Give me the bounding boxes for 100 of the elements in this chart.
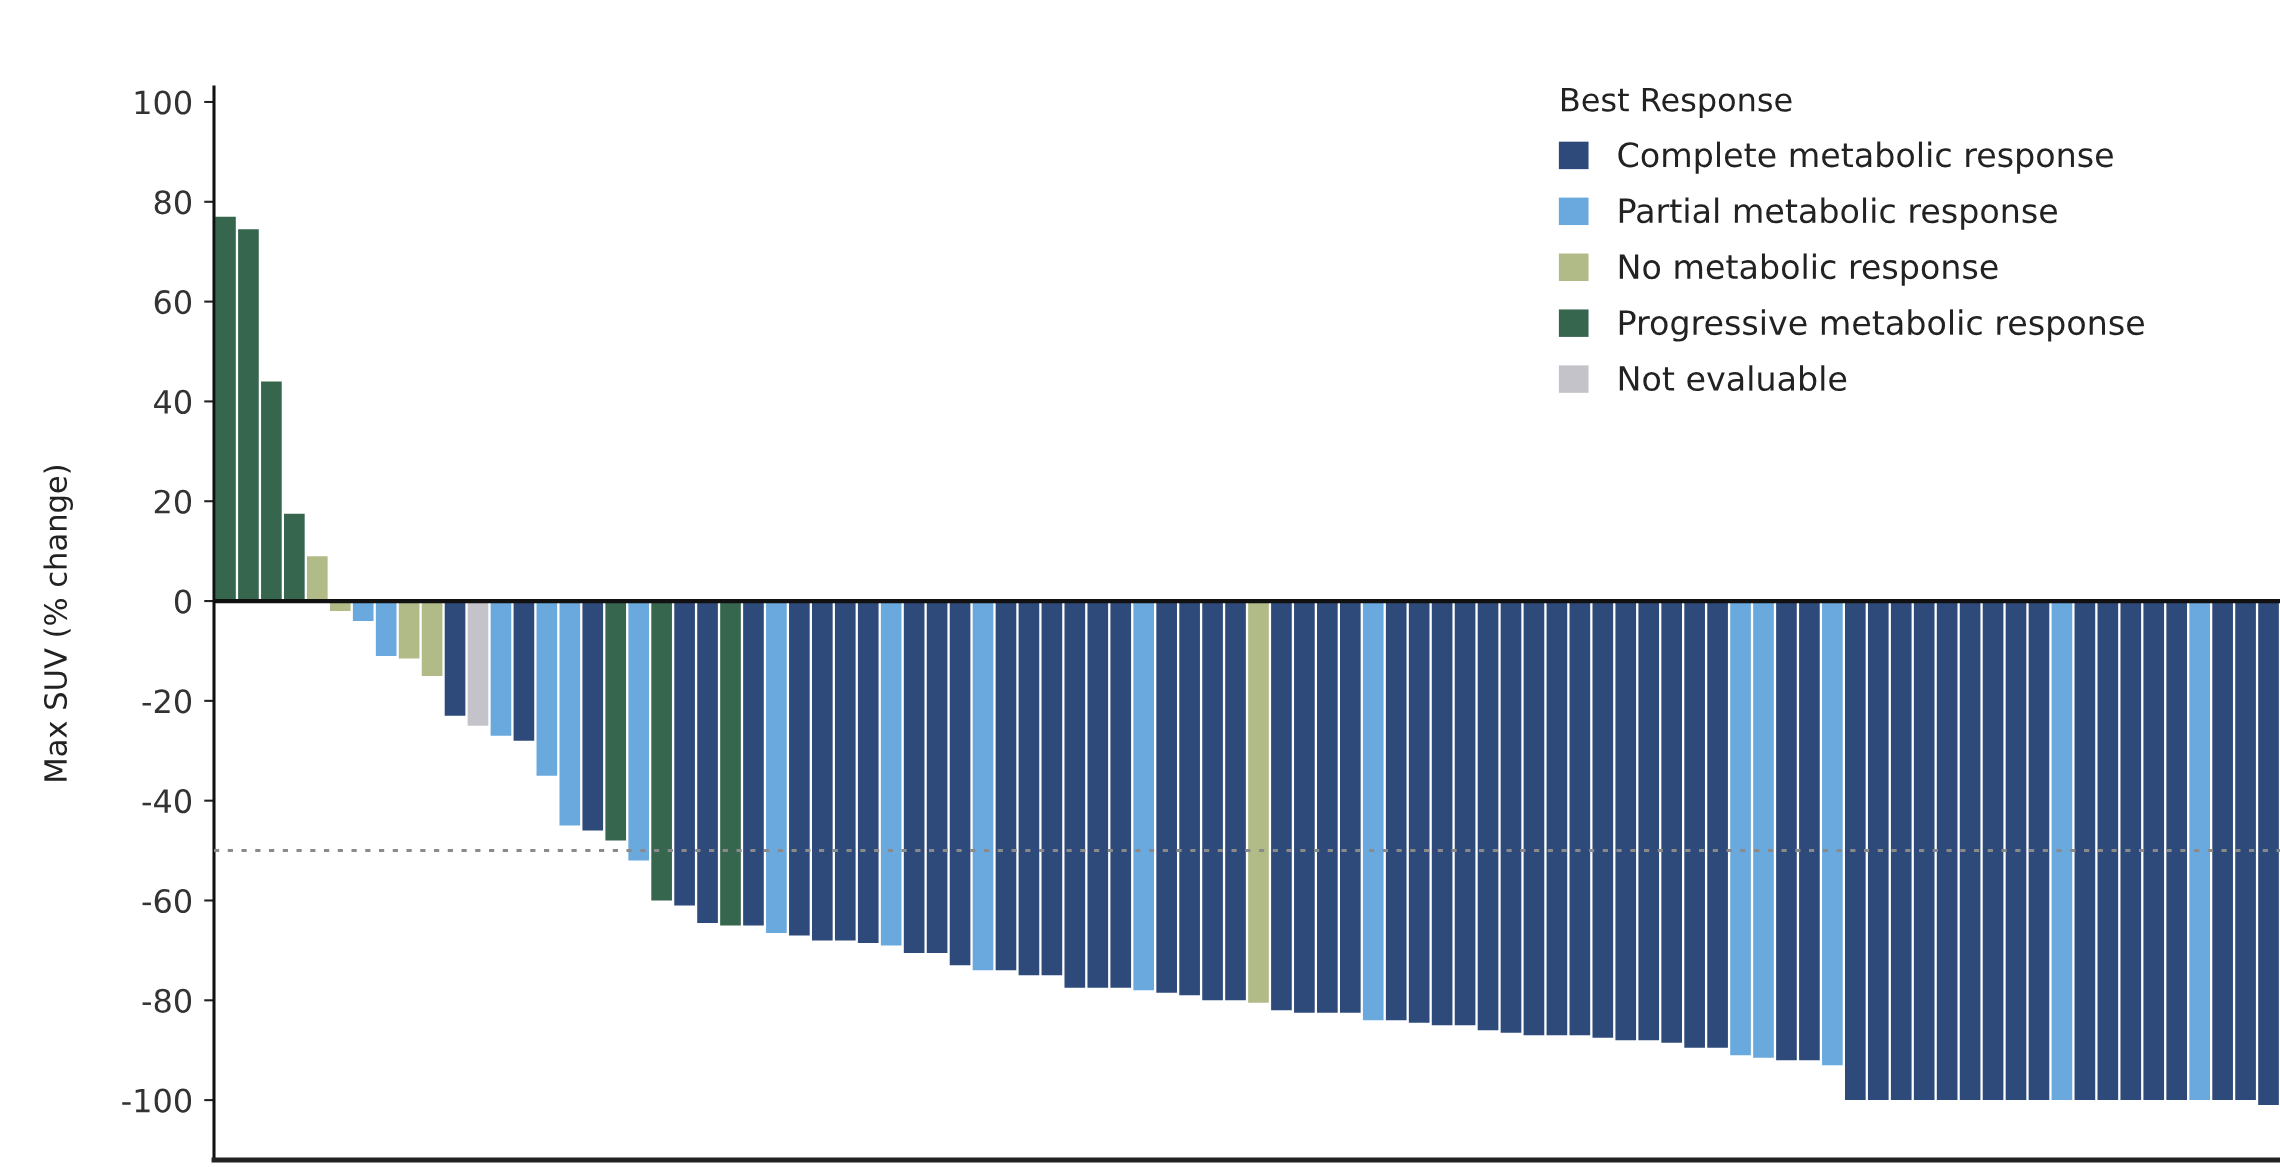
- bar: [926, 601, 948, 953]
- bar: [1982, 601, 2004, 1101]
- bar: [1362, 601, 1384, 1021]
- bar: [674, 601, 695, 906]
- y-tick-label: 0: [174, 589, 192, 614]
- bar: [284, 513, 305, 602]
- bar: [834, 601, 856, 941]
- bar: [1385, 601, 1407, 1021]
- y-tick-label: 100: [135, 90, 192, 115]
- bar: [1339, 601, 1361, 1013]
- bar: [1799, 601, 1820, 1061]
- bar: [1844, 601, 1866, 1101]
- bar: [2028, 601, 2050, 1101]
- bar: [1477, 601, 1499, 1031]
- bar: [2235, 601, 2256, 1101]
- y-tick-label: -80: [142, 988, 192, 1013]
- y-tick-label: -60: [142, 888, 192, 914]
- bar: [1661, 601, 1683, 1043]
- bar: [789, 601, 810, 936]
- bar: [2005, 601, 2027, 1101]
- y-tick-label: 80: [154, 190, 192, 215]
- bar: [1454, 601, 1476, 1026]
- y-tick-label: -100: [122, 1088, 192, 1113]
- bar: [880, 601, 902, 946]
- bar: [1018, 601, 1040, 976]
- bar: [1317, 601, 1338, 1013]
- bar: [1936, 601, 1958, 1101]
- bar: [2258, 601, 2279, 1106]
- bar: [1133, 601, 1155, 991]
- bar: [582, 601, 604, 831]
- bar: [2143, 601, 2165, 1101]
- legend-title: Best Response: [1562, 87, 1792, 118]
- bar: [1890, 601, 1912, 1101]
- bar: [651, 601, 672, 901]
- bar: [1087, 601, 1109, 988]
- bar: [605, 601, 627, 841]
- bar: [1753, 601, 1774, 1058]
- bar: [1271, 601, 1292, 1011]
- bar: [1592, 601, 1614, 1038]
- bar: [2097, 601, 2119, 1101]
- bar: [903, 601, 925, 953]
- y-tick-label: 60: [154, 290, 192, 315]
- bar: [1546, 601, 1568, 1036]
- bar: [949, 601, 971, 966]
- bar: [513, 601, 535, 741]
- bar: [2189, 601, 2210, 1101]
- bar: [1156, 601, 1177, 993]
- bar: [421, 601, 443, 676]
- bar: [1408, 601, 1430, 1023]
- bar: [1041, 601, 1063, 976]
- bar: [2212, 601, 2233, 1101]
- bar: [1913, 601, 1935, 1101]
- bar: [1569, 601, 1591, 1036]
- bar: [628, 601, 650, 861]
- y-tick-label: 40: [154, 389, 192, 414]
- bar: [375, 601, 397, 656]
- bar: [1822, 601, 1843, 1066]
- legend-label: No metabolic response: [1619, 253, 1998, 286]
- bar: [490, 601, 512, 736]
- bar: [995, 601, 1017, 971]
- y-tick-label: -20: [142, 689, 192, 714]
- bar: [398, 601, 420, 659]
- bar: [1248, 601, 1269, 1003]
- bar: [1064, 601, 1086, 988]
- y-axis-title: Max SUV (% change): [43, 465, 73, 781]
- bar: [972, 601, 994, 971]
- bar: [1959, 601, 1981, 1101]
- bar: [444, 601, 466, 716]
- bar: [697, 601, 718, 923]
- bar: [857, 601, 879, 943]
- bar: [1431, 601, 1453, 1026]
- bar: [1179, 601, 1200, 996]
- bar: [1867, 601, 1889, 1101]
- bar: [467, 601, 489, 726]
- bar: [1294, 601, 1315, 1013]
- y-tick-label: 20: [154, 489, 192, 514]
- bar: [743, 601, 764, 926]
- bar: [1500, 601, 1522, 1033]
- bar: [215, 216, 236, 602]
- bar: [1225, 601, 1246, 1001]
- legend-label: Not evaluable: [1619, 365, 1847, 392]
- bar: [559, 601, 581, 826]
- bar: [2166, 601, 2188, 1101]
- bar: [352, 601, 374, 621]
- bar: [238, 229, 259, 602]
- bar: [1110, 601, 1132, 988]
- legend-label: Complete metabolic response: [1618, 141, 2113, 174]
- bar: [720, 601, 741, 926]
- bar: [811, 601, 833, 941]
- bar: [1776, 601, 1797, 1061]
- bar: [1730, 601, 1751, 1056]
- bar: [1202, 601, 1223, 1001]
- bar: [306, 556, 328, 602]
- bar: [2074, 601, 2096, 1101]
- bar: [1707, 601, 1728, 1048]
- legend-label: Progressive metabolic response: [1619, 309, 2144, 342]
- bar: [536, 601, 558, 776]
- bar: [2051, 601, 2073, 1101]
- legend-label: Partial metabolic response: [1619, 197, 2057, 230]
- bar: [2120, 601, 2142, 1101]
